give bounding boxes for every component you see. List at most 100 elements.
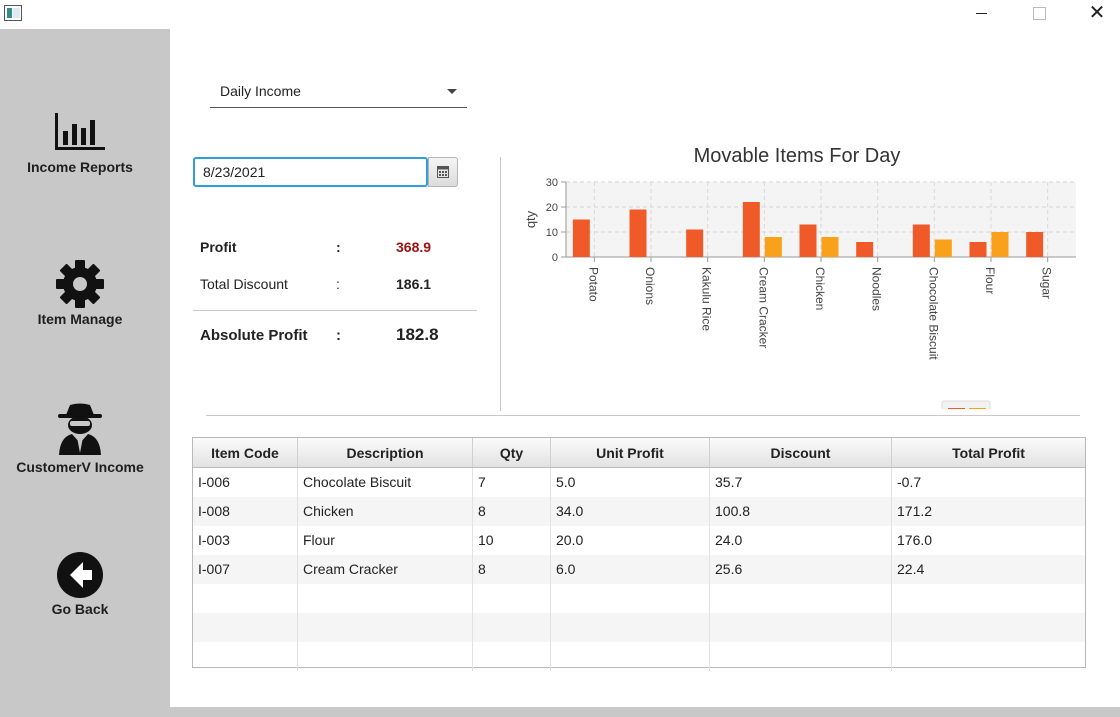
y-tick-label: 0 bbox=[552, 252, 558, 264]
x-tick-label: Noodles bbox=[870, 267, 884, 311]
table-cell: Chocolate Biscuit bbox=[298, 468, 473, 497]
bottom-strip bbox=[170, 707, 1120, 717]
table-cell: 34.0 bbox=[551, 497, 710, 526]
column-header[interactable]: Total Profit bbox=[952, 445, 1025, 461]
table-row[interactable]: I-008 Chicken 8 34.0 100.8 171.2 bbox=[193, 497, 1085, 526]
date-picker-button[interactable] bbox=[428, 157, 458, 187]
table-cell: 35.7 bbox=[710, 468, 892, 497]
table-cell bbox=[892, 613, 1085, 642]
chevron-down-icon bbox=[447, 89, 457, 94]
table-cell: I-008 bbox=[193, 497, 298, 526]
table-cell bbox=[892, 584, 1085, 613]
bar bbox=[991, 232, 1009, 257]
bar-chart-icon bbox=[55, 113, 105, 150]
y-tick-label: 20 bbox=[546, 202, 558, 214]
sidebar-item-income-reports[interactable]: Income Reports bbox=[0, 111, 160, 175]
table-cell: -0.7 bbox=[897, 474, 922, 490]
window-title-bar: ✕ bbox=[0, 0, 1120, 28]
x-tick-label: Potato bbox=[586, 267, 600, 302]
bar bbox=[912, 224, 930, 257]
table-cell bbox=[551, 584, 710, 613]
app-icon bbox=[4, 5, 22, 21]
table-cell: 7 bbox=[473, 468, 551, 497]
back-arrow-icon bbox=[57, 552, 103, 598]
column-header[interactable]: Unit Profit bbox=[551, 438, 710, 467]
absolute-profit-value: 182.8 bbox=[396, 325, 439, 344]
vertical-divider bbox=[500, 157, 501, 411]
minimize-button[interactable] bbox=[958, 0, 1004, 28]
table-cell: 8 bbox=[473, 497, 551, 526]
absolute-profit-colon: : bbox=[336, 327, 341, 344]
total-discount-value: 186.1 bbox=[396, 276, 432, 292]
column-header[interactable]: Qty bbox=[473, 438, 551, 467]
legend bbox=[941, 400, 991, 409]
sidebar-item-go-back[interactable]: Go Back bbox=[0, 551, 160, 617]
income-table: Item Code Description Qty Unit Profit Discou… bbox=[192, 437, 1086, 671]
table-cell: I-003 bbox=[193, 526, 298, 555]
column-header[interactable]: Description bbox=[298, 438, 473, 467]
sidebar-item-item-manage[interactable]: Item Manage bbox=[0, 259, 160, 327]
table-row-empty[interactable] bbox=[193, 584, 1085, 613]
table-cell: 8 bbox=[473, 555, 551, 584]
table-row-empty[interactable] bbox=[193, 613, 1085, 642]
close-button[interactable]: ✕ bbox=[1088, 2, 1106, 24]
table-row[interactable]: I-007 Cream Cracker 8 6.0 25.6 22.4 bbox=[193, 555, 1085, 584]
table-cell: 6.0 bbox=[551, 555, 710, 584]
sidebar-item-label: Income Reports bbox=[27, 159, 133, 175]
sidebar-item-customer-income[interactable]: CustomerV Income bbox=[0, 401, 160, 475]
column-header[interactable]: Item Code bbox=[193, 438, 298, 467]
legend-swatch bbox=[948, 408, 965, 409]
bar-chart: 0 10 20 30 qty Potato Onions Kakulu Rice Cream C… bbox=[523, 177, 1076, 409]
summary-divider bbox=[193, 310, 477, 311]
absolute-profit-label: Absolute Profit bbox=[200, 327, 308, 344]
table-cell: Flour bbox=[298, 526, 473, 555]
table-cell: I-007 bbox=[193, 555, 298, 584]
table-row[interactable]: I-003 Flour 10 20.0 24.0 176.0 bbox=[193, 526, 1085, 555]
table-cell bbox=[298, 613, 473, 642]
bar bbox=[742, 202, 760, 257]
column-header[interactable]: Discount bbox=[710, 438, 892, 467]
x-tick-label: Cream Cracker bbox=[756, 267, 770, 348]
table-cell bbox=[551, 642, 710, 671]
x-tick-label: Onions bbox=[643, 267, 657, 305]
table-cell bbox=[193, 642, 298, 671]
table-cell bbox=[892, 642, 1085, 671]
table-cell: 25.6 bbox=[710, 555, 892, 584]
bar bbox=[629, 209, 647, 257]
table-cell bbox=[298, 584, 473, 613]
x-tick-label: Sugar bbox=[1040, 267, 1054, 299]
bar bbox=[821, 237, 839, 257]
bar bbox=[799, 224, 817, 257]
y-tick-label: 30 bbox=[546, 177, 558, 189]
report-type-value: Daily Income bbox=[220, 83, 301, 99]
date-value: 8/23/2021 bbox=[203, 164, 266, 180]
bar bbox=[1026, 232, 1044, 257]
table-body: I-006 Chocolate Biscuit 7 5.0 35.7 -0.7 I-008 C… bbox=[193, 468, 1085, 671]
table-cell bbox=[193, 613, 298, 642]
main-panel: Daily Income 8/23/2021 Profit : 368.9 To… bbox=[170, 29, 1120, 707]
bar bbox=[764, 237, 782, 257]
total-discount-label: Total Discount bbox=[200, 276, 288, 292]
sidebar-item-label: Item Manage bbox=[37, 311, 123, 327]
bar bbox=[572, 219, 590, 257]
profit-label: Profit bbox=[200, 239, 237, 255]
total-discount-colon: : bbox=[336, 276, 340, 292]
table-row-empty[interactable] bbox=[193, 642, 1085, 671]
legend-swatch bbox=[969, 408, 986, 409]
x-tick-label: Chicken bbox=[813, 267, 827, 310]
y-axis-label: qty bbox=[523, 210, 538, 228]
y-tick-label: 10 bbox=[546, 227, 558, 239]
report-type-select[interactable]: Daily Income bbox=[210, 75, 467, 108]
table-cell bbox=[473, 613, 551, 642]
table-cell bbox=[551, 613, 710, 642]
table-row[interactable]: I-006 Chocolate Biscuit 7 5.0 35.7 -0.7 bbox=[193, 468, 1085, 497]
maximize-button[interactable] bbox=[1016, 0, 1062, 28]
date-input[interactable]: 8/23/2021 bbox=[193, 157, 428, 187]
table-cell bbox=[193, 584, 298, 613]
section-divider bbox=[206, 415, 1080, 416]
table-cell bbox=[473, 642, 551, 671]
profit-colon: : bbox=[336, 239, 341, 255]
bar bbox=[686, 229, 704, 257]
table-cell: 176.0 bbox=[897, 532, 933, 548]
table-cell: 100.8 bbox=[710, 497, 892, 526]
